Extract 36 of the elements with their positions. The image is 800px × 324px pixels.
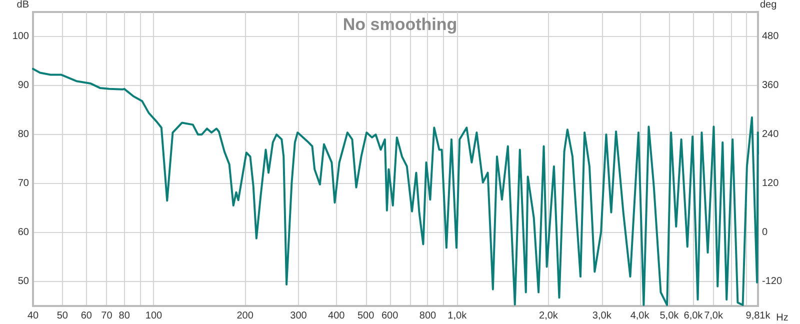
y-tick-label: 50 [18,276,30,287]
x-axis-title: Hz [776,312,788,324]
x-tick-label: 1,0k [448,310,468,322]
x-tick-label: 400 [328,310,346,322]
x-tick-label: 6,0k [684,310,704,322]
x-tick-label: 5,0k [660,310,680,322]
y-tick-label: 80 [18,129,30,140]
x-tick-label: 800 [419,310,437,322]
x-tick-label: 4,0k [630,310,650,322]
x-tick-label: 40 [27,310,39,322]
y2-tick-label: 0 [762,227,768,238]
y-tick-label: 100 [12,31,30,42]
y2-tick-label: 480 [762,31,780,42]
x-tick-label: 9,81k [746,310,772,322]
y-tick-label: 90 [18,80,30,91]
x-tick-label: 80 [118,310,130,322]
x-tick-label: 7,0k [704,310,724,322]
y2-tick-label: -120 [762,276,782,287]
chart-title: No smoothing [342,15,458,34]
y2-tick-label: 360 [762,80,780,91]
x-tick-label: 60 [80,310,92,322]
y-axis-title: dB [16,0,30,10]
y2-axis-title: deg [760,0,777,10]
x-tick-label: 50 [56,310,68,322]
x-tick-label: 500 [357,310,375,322]
y-tick-label: 70 [18,178,30,189]
y-tick-label: 60 [18,227,30,238]
x-tick-label: 3,0k [592,310,612,322]
y2-tick-label: 120 [762,178,780,189]
x-tick-label: 100 [145,310,163,322]
y2-tick-label: 240 [762,129,780,140]
x-tick-label: 300 [290,310,308,322]
x-tick-label: 200 [236,310,254,322]
x-tick-label: 2,0k [539,310,559,322]
x-tick-label: 70 [101,310,113,322]
x-tick-label: 600 [381,310,399,322]
